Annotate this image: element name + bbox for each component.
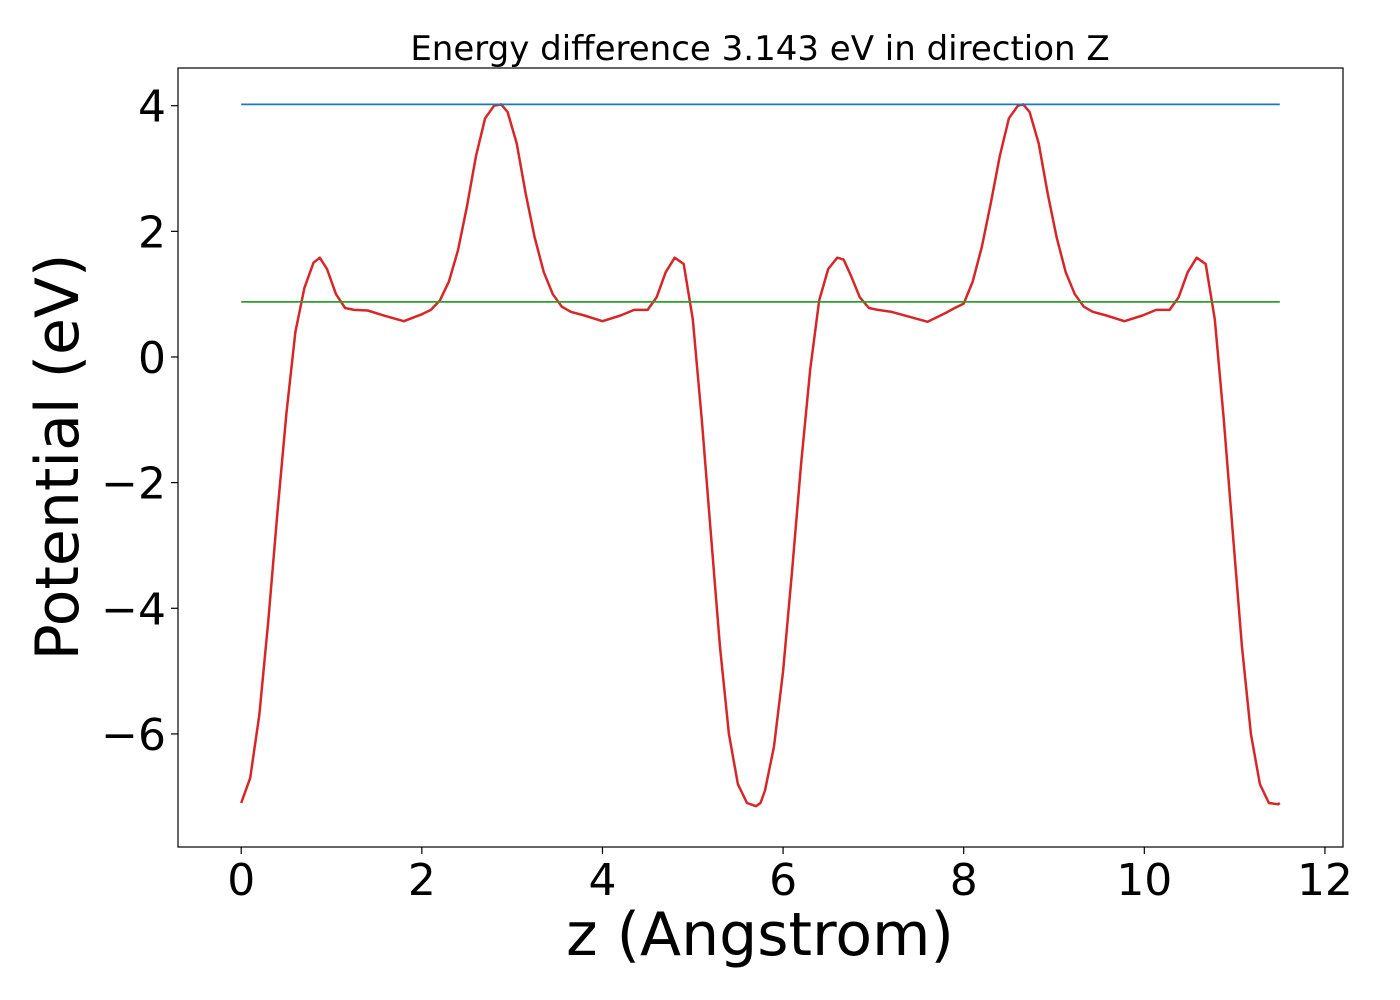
x-tick-label: 8 (950, 855, 978, 906)
series-line-1 (240, 103, 1281, 808)
chart-title: Energy difference 3.143 eV in direction … (410, 29, 1109, 69)
y-axis: −6 −4 −2 0 2 4 (101, 82, 178, 761)
y-tick-label: −2 (101, 459, 166, 510)
y-tick-label: −4 (101, 584, 166, 635)
x-tick-label: 4 (588, 855, 616, 906)
x-tick-label: 0 (227, 855, 255, 906)
y-axis-label: Potential (eV) (23, 254, 93, 661)
y-tick-label: 4 (138, 82, 166, 133)
x-tick-label: 2 (408, 855, 436, 906)
y-tick-label: −6 (101, 710, 166, 761)
y-tick-label: 0 (138, 333, 166, 384)
x-axis: 0 2 4 6 8 10 12 (227, 847, 1353, 906)
x-axis-label: z (Angstrom) (566, 900, 954, 970)
y-tick-label: 2 (138, 207, 166, 258)
series-layer (240, 103, 1281, 808)
x-tick-label: 10 (1116, 855, 1172, 906)
plot-frame (177, 67, 1344, 848)
x-tick-label: 12 (1297, 855, 1353, 906)
x-tick-label: 6 (769, 855, 797, 906)
